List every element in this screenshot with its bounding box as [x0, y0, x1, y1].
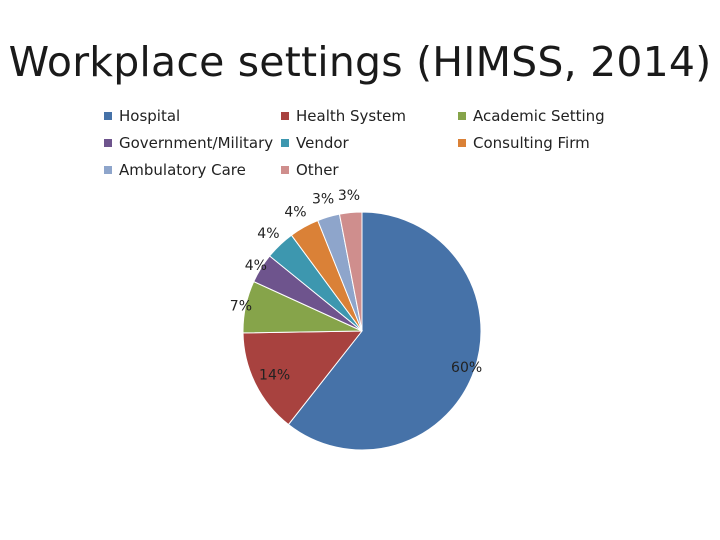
legend-swatch-government-military — [104, 139, 112, 147]
legend-swatch-academic-setting — [458, 112, 466, 120]
pie-slice-hospital — [287, 211, 482, 451]
legend-item-hospital: Hospital — [104, 107, 180, 125]
data-label-government-military: 4% — [245, 258, 267, 274]
legend-swatch-vendor — [281, 139, 289, 147]
data-label-hospital: 60% — [451, 360, 482, 376]
data-label-other: 3% — [338, 188, 360, 204]
legend-swatch-ambulatory-care — [104, 166, 112, 174]
legend-swatch-health-system — [281, 112, 289, 120]
legend-label-hospital: Hospital — [119, 107, 181, 125]
legend-item-health-system: Health System — [281, 107, 406, 125]
legend-item-academic-setting: Academic Setting — [458, 107, 605, 125]
data-label-health-system: 14% — [259, 367, 290, 383]
legend-item-consulting-firm: Consulting Firm — [458, 134, 590, 152]
chart-title: Workplace settings (HIMSS, 2014) — [8, 38, 712, 86]
data-label-ambulatory-care: 3% — [312, 192, 334, 208]
data-label-consulting-firm: 4% — [284, 204, 306, 220]
legend-label-academic-setting: Academic Setting — [473, 107, 605, 125]
pie-slice-other — [338, 211, 363, 332]
legend-item-government-military: Government/Military — [104, 134, 273, 152]
pie-slice-health-system — [242, 330, 364, 426]
legend-item-other: Other — [281, 161, 339, 179]
legend-label-health-system: Health System — [296, 107, 406, 125]
legend-swatch-other — [281, 166, 289, 174]
legend-swatch-consulting-firm — [458, 139, 466, 147]
legend-label-ambulatory-care: Ambulatory Care — [119, 161, 246, 179]
data-label-vendor: 4% — [257, 226, 279, 242]
legend-swatch-hospital — [104, 112, 112, 120]
chart-legend: Hospital Health System Academic Setting … — [0, 0, 720, 200]
legend-item-vendor: Vendor — [281, 134, 349, 152]
legend-label-other: Other — [296, 161, 339, 179]
legend-item-ambulatory-care: Ambulatory Care — [104, 161, 246, 179]
data-label-academic-setting: 7% — [230, 299, 252, 315]
legend-label-consulting-firm: Consulting Firm — [473, 134, 590, 152]
legend-label-vendor: Vendor — [296, 134, 349, 152]
legend-label-government-military: Government/Military — [119, 134, 274, 152]
